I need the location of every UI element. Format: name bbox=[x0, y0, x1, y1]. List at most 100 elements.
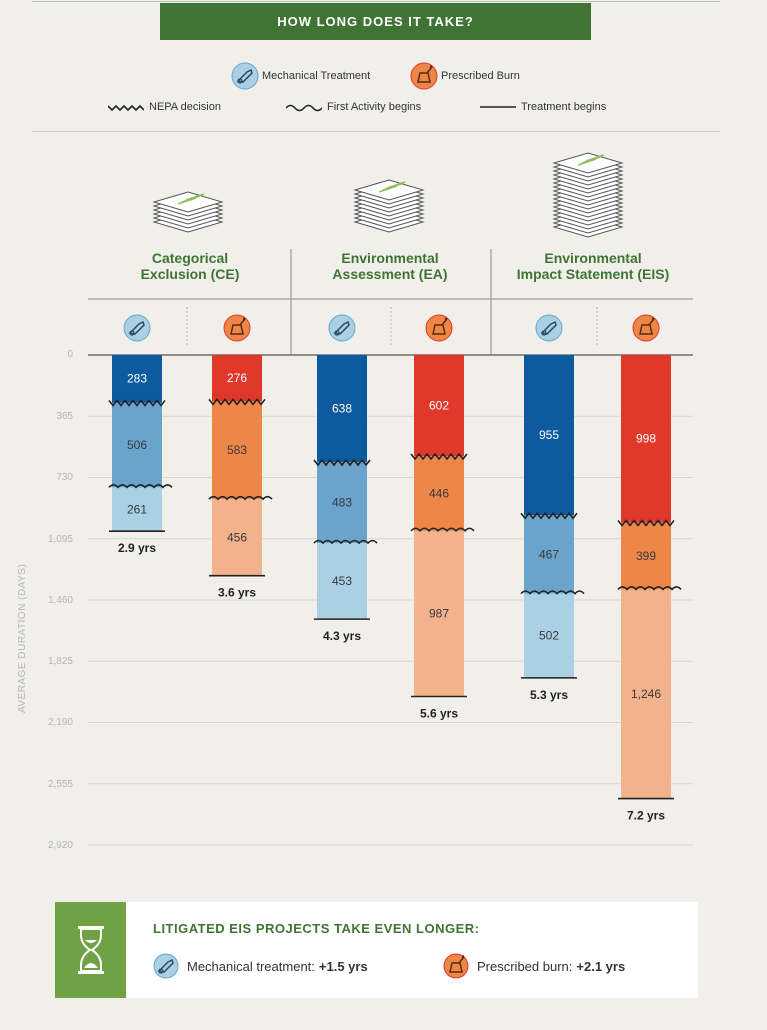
y-tick: 1,825 bbox=[47, 656, 73, 667]
bar-segment bbox=[621, 589, 671, 799]
total-label: 5.6 yrs bbox=[420, 706, 458, 720]
data-label: 583 bbox=[227, 443, 247, 457]
paper-sheet bbox=[552, 152, 624, 174]
nepa-decision-marker bbox=[208, 398, 266, 406]
bar-segment bbox=[112, 487, 162, 532]
bar-segment bbox=[621, 522, 671, 590]
chainsaw-icon bbox=[231, 62, 259, 90]
litigated-burn: Prescribed burn: +2.1 yrs bbox=[443, 953, 625, 979]
legend-burn-label: Prescribed Burn bbox=[441, 70, 520, 82]
data-label: 638 bbox=[332, 402, 352, 416]
top-rule bbox=[32, 1, 720, 2]
data-label: 467 bbox=[539, 547, 559, 561]
data-label: 955 bbox=[539, 428, 559, 442]
chainsaw-icon bbox=[153, 953, 179, 979]
category-ce-line1: Categorical bbox=[151, 250, 229, 266]
y-tick: 730 bbox=[56, 472, 73, 483]
total-label: 7.2 yrs bbox=[627, 809, 665, 823]
legend-mechanical-label: Mechanical Treatment bbox=[262, 70, 371, 82]
document-stack-icon bbox=[353, 179, 425, 233]
bar-segment bbox=[212, 355, 262, 402]
bar-segment bbox=[317, 543, 367, 620]
bar-segment bbox=[414, 530, 464, 697]
bar-segment bbox=[524, 515, 574, 594]
chainsaw-icon bbox=[328, 314, 356, 342]
chainsaw-icon bbox=[535, 314, 563, 342]
data-label: 483 bbox=[332, 496, 352, 510]
data-label: 987 bbox=[429, 607, 449, 621]
data-label: 602 bbox=[429, 399, 449, 413]
category-ce-line2: Exclusion (CE) bbox=[140, 266, 240, 282]
y-tick: 1,095 bbox=[47, 534, 73, 545]
data-label: 446 bbox=[429, 486, 449, 500]
total-label: 5.3 yrs bbox=[530, 688, 568, 702]
total-label: 4.3 yrs bbox=[323, 629, 361, 643]
nepa-decision-marker bbox=[108, 399, 166, 407]
first-activity-marker bbox=[410, 527, 475, 533]
bar-segment bbox=[212, 499, 262, 576]
total-label: 3.6 yrs bbox=[218, 586, 256, 600]
legend-treatment: Treatment begins bbox=[480, 101, 606, 113]
paper-text-line bbox=[386, 181, 406, 189]
nepa-decision-marker bbox=[410, 452, 468, 461]
data-label: 399 bbox=[636, 549, 656, 563]
legend-burn: Prescribed Burn bbox=[410, 62, 520, 90]
bar-segment bbox=[414, 355, 464, 457]
bar-segment bbox=[621, 355, 671, 523]
chart-canvas: 283 506 261 2.9 yrs 276 583 456 3.6 yrs 638 483 45… bbox=[88, 152, 693, 846]
bar-segment bbox=[317, 355, 367, 463]
legend-first-activity-label: First Activity begins bbox=[327, 101, 422, 113]
straight-line-icon bbox=[480, 106, 516, 108]
litigated-burn-value: +2.1 yrs bbox=[576, 958, 626, 974]
nepa-decision-marker bbox=[617, 519, 675, 527]
data-label: 506 bbox=[127, 438, 147, 452]
drip-torch-icon bbox=[443, 953, 469, 979]
hourglass-icon bbox=[78, 926, 104, 974]
drip-torch-icon bbox=[632, 314, 660, 342]
litigated-mech-label: Mechanical treatment: bbox=[187, 958, 315, 974]
bar-segment bbox=[524, 355, 574, 516]
category-eis-title: Environmental Impact Statement (EIS) bbox=[493, 250, 693, 282]
first-activity-marker bbox=[313, 539, 378, 545]
drip-torch-icon bbox=[425, 314, 453, 342]
data-label: 456 bbox=[227, 530, 247, 544]
document-stack-icon bbox=[152, 191, 224, 233]
litigated-mechanical: Mechanical treatment: +1.5 yrs bbox=[153, 953, 368, 979]
category-ea-line2: Assessment (EA) bbox=[332, 266, 448, 282]
first-activity-marker bbox=[208, 495, 273, 501]
y-tick: 2,190 bbox=[47, 717, 73, 728]
bar-segment bbox=[317, 462, 367, 544]
zigzag-line-icon bbox=[108, 104, 144, 112]
data-label: 453 bbox=[332, 574, 352, 588]
y-tick: 2,920 bbox=[47, 840, 73, 851]
data-label: 276 bbox=[227, 371, 247, 385]
nepa-decision-marker bbox=[520, 511, 578, 520]
data-label: 261 bbox=[127, 502, 147, 516]
legend-nepa-label: NEPA decision bbox=[149, 101, 221, 113]
category-ce-title: Categorical Exclusion (CE) bbox=[95, 250, 285, 282]
category-ea-title: Environmental Assessment (EA) bbox=[295, 250, 485, 282]
litigated-accent bbox=[55, 902, 126, 998]
paper-sheet bbox=[353, 179, 425, 201]
drip-torch-icon bbox=[410, 62, 438, 90]
y-tick: 0 bbox=[67, 349, 73, 360]
nepa-decision-marker bbox=[313, 458, 371, 467]
y-tick: 2,555 bbox=[47, 779, 73, 790]
category-ea-line1: Environmental bbox=[341, 250, 439, 266]
legend-first-activity: First Activity begins bbox=[286, 101, 421, 113]
first-activity-marker bbox=[617, 586, 682, 591]
wavy-line-icon bbox=[286, 104, 322, 112]
page-title: HOW LONG DOES IT TAKE? bbox=[160, 3, 591, 40]
legend-divider bbox=[32, 131, 720, 132]
data-label: 1,246 bbox=[631, 687, 661, 701]
legend-nepa: NEPA decision bbox=[108, 101, 221, 113]
litigated-burn-label: Prescribed burn: bbox=[477, 958, 573, 974]
paper-text-line bbox=[585, 154, 605, 162]
bar-segment bbox=[524, 593, 574, 678]
total-label: 2.9 yrs bbox=[118, 541, 156, 555]
legend-treatment-label: Treatment begins bbox=[521, 101, 607, 113]
paper-sheet bbox=[152, 191, 224, 213]
bar-segment bbox=[212, 401, 262, 500]
document-stack-icon bbox=[552, 152, 624, 238]
category-eis-line1: Environmental bbox=[544, 250, 642, 266]
